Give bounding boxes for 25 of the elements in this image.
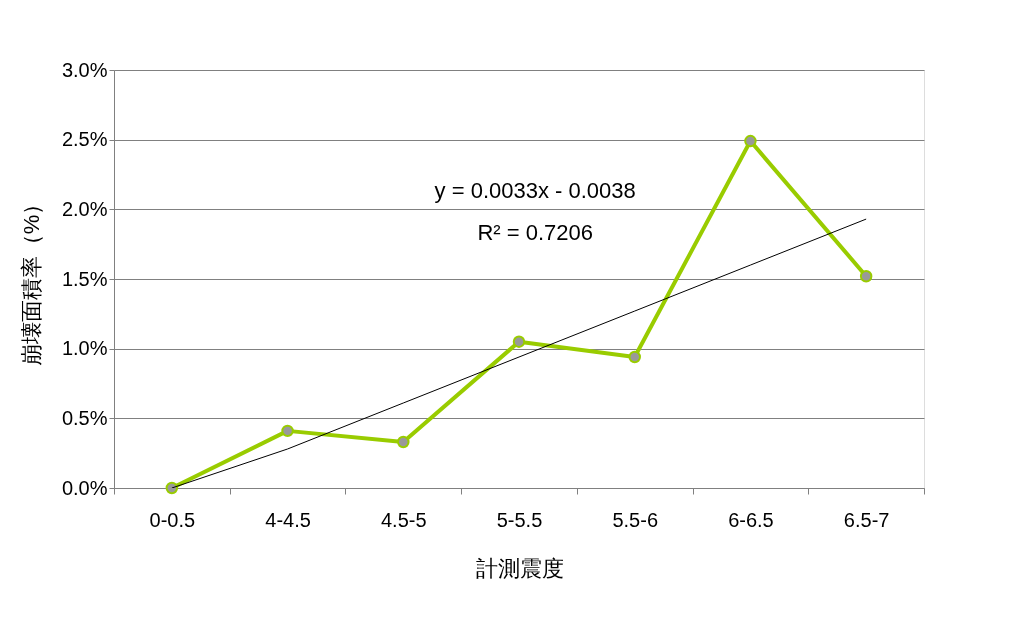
point — [281, 424, 294, 438]
x-tick-label: 4.5-5 — [380, 508, 427, 531]
x-tick-label: 4-4.5 — [265, 508, 311, 531]
annotation: y = 0.0033x - 0.0038 — [434, 178, 636, 204]
y-tick-label: 0.0% — [61, 476, 108, 499]
x-tick-label: 0-0.5 — [149, 508, 196, 531]
x-tick-label: 6.5-7 — [843, 508, 890, 531]
y-tick-label: 2.5% — [61, 128, 108, 151]
x-tick-label: 5-5.5 — [496, 508, 543, 531]
x-tick-label: 5.5-6 — [612, 508, 659, 531]
point — [744, 134, 757, 148]
point — [512, 335, 526, 348]
point — [628, 350, 641, 364]
y-tick-label: 0.5% — [61, 406, 108, 429]
y-tick-label: 1.0% — [61, 337, 108, 360]
y-axis-title: 崩壊面積率（%） — [18, 192, 44, 367]
y-tick-label: 3.0% — [61, 58, 108, 81]
x-axis-title: 計測震度 — [475, 555, 564, 581]
point — [397, 435, 410, 449]
point — [165, 481, 179, 495]
annotation: R² = 0.7206 — [477, 220, 593, 246]
point — [859, 269, 873, 283]
y-tick-label: 1.5% — [61, 267, 108, 290]
x-tick-label: 6-6.5 — [728, 508, 774, 531]
y-tick-label: 2.0% — [61, 197, 108, 220]
